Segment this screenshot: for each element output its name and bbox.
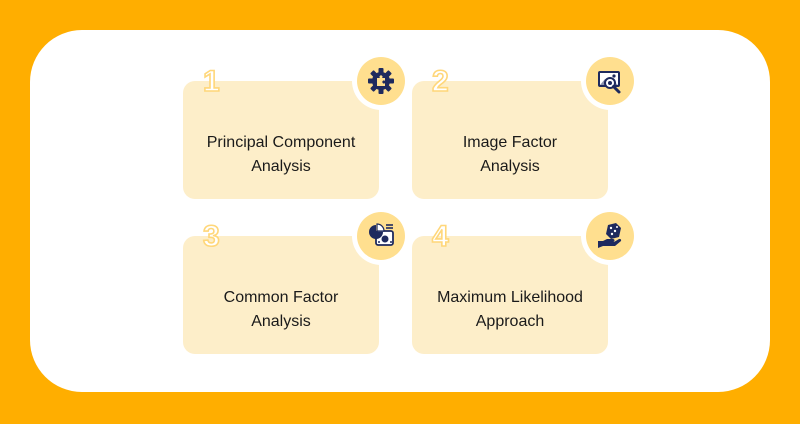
icon-badge: [581, 207, 639, 265]
card-label: Common Factor Analysis: [183, 286, 379, 334]
image-search-icon: [586, 57, 634, 105]
card-label-line1: Principal Component: [206, 134, 356, 151]
content-panel: 1: [30, 30, 770, 392]
card-number: 4: [431, 220, 449, 253]
card-label: Maximum Likelihood Approach: [412, 286, 608, 334]
card-label-line2: Analysis: [251, 158, 311, 175]
card-label-line1: Common Factor: [223, 289, 339, 306]
gear-puzzle-icon: [357, 57, 405, 105]
card-number: 3: [202, 220, 220, 253]
card-label: Principal Component Analysis: [183, 131, 379, 179]
dashboard-report-icon: [357, 212, 405, 260]
card-label: Image Factor Analysis: [412, 131, 608, 179]
method-card-3: 3 Common Factor Ana: [183, 207, 410, 354]
card-label-line2: Analysis: [251, 313, 311, 330]
card-number: 1: [202, 65, 220, 98]
card-label-line2: Approach: [475, 313, 545, 330]
card-label-line1: Image Factor: [462, 134, 558, 151]
icon-badge: [352, 52, 410, 110]
icon-badge: [581, 52, 639, 110]
method-card-2: 2 Image Factor Analysis: [412, 52, 639, 199]
hand-dice-icon: [586, 212, 634, 260]
card-label-line1: Maximum Likelihood: [437, 289, 583, 306]
icon-badge: [352, 207, 410, 265]
card-label-line2: Analysis: [480, 158, 540, 175]
card-number: 2: [431, 65, 449, 98]
method-card-1: 1: [183, 52, 410, 199]
method-card-4: 4 Maximum Likelihood Approach: [412, 207, 639, 354]
